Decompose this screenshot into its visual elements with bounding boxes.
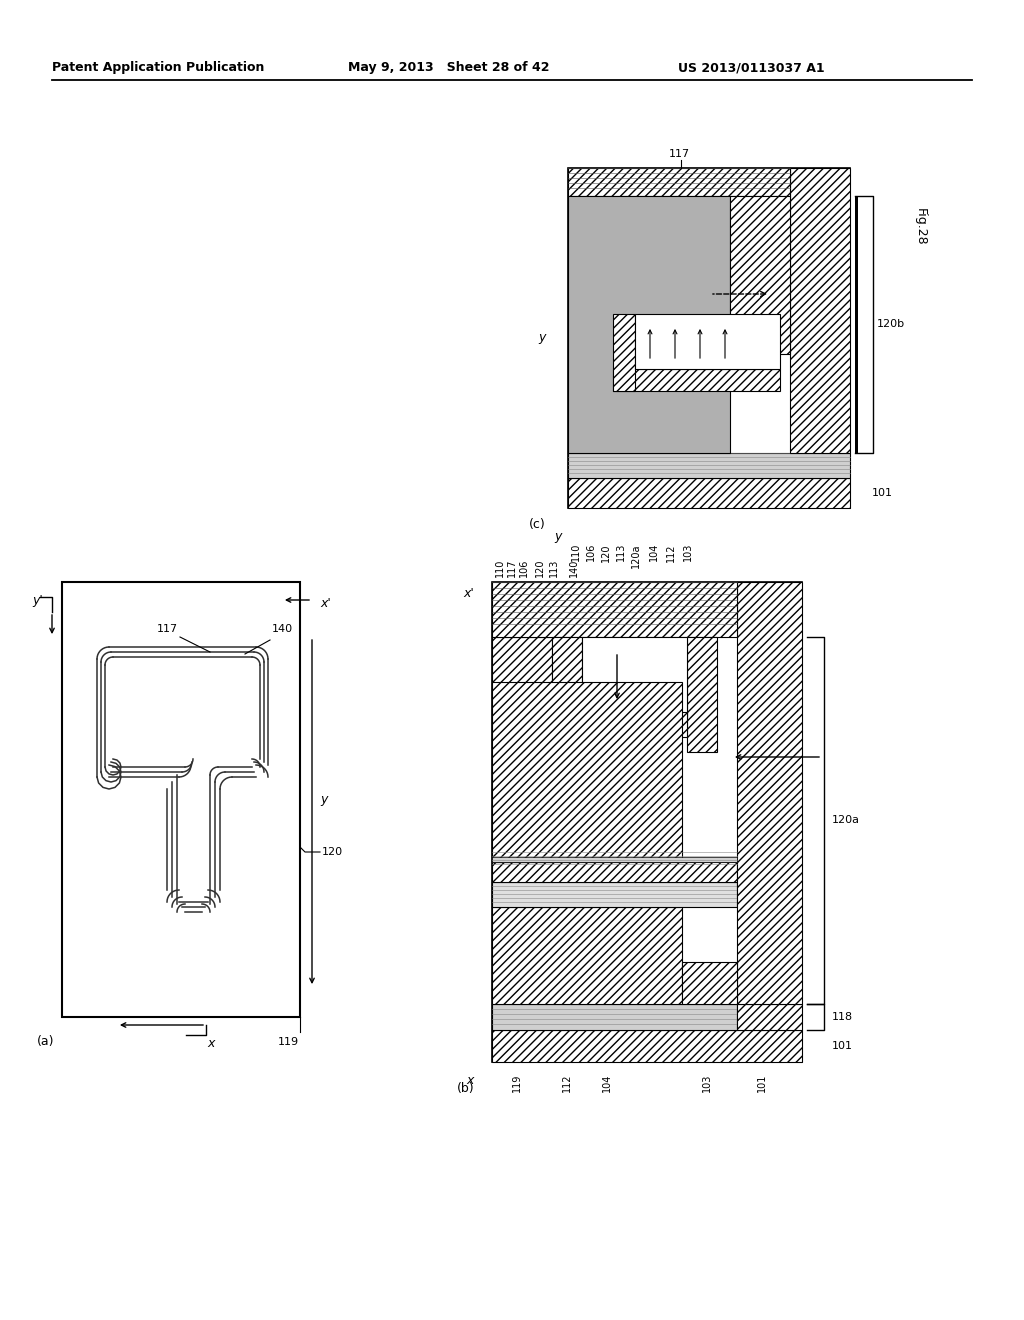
Bar [552, 638, 582, 752]
Bar [568, 195, 730, 453]
Bar [687, 638, 717, 752]
Text: y: y [554, 531, 562, 543]
Bar [492, 882, 737, 907]
Bar [730, 195, 790, 354]
Text: 112: 112 [666, 543, 676, 561]
Text: May 9, 2013   Sheet 28 of 42: May 9, 2013 Sheet 28 of 42 [348, 62, 550, 74]
Text: 140: 140 [271, 624, 293, 634]
Text: 119: 119 [512, 1074, 522, 1093]
Bar [790, 168, 850, 453]
Text: Patent Application Publication: Patent Application Publication [52, 62, 264, 74]
Text: y': y' [32, 594, 43, 607]
Bar [582, 711, 687, 737]
Bar [568, 453, 850, 478]
Text: Fig.28: Fig.28 [913, 209, 927, 246]
Bar [492, 857, 737, 862]
Text: 120a: 120a [831, 814, 860, 825]
Bar [492, 1005, 737, 1030]
Text: 103: 103 [683, 543, 693, 561]
Text: x': x' [319, 597, 331, 610]
Bar [492, 638, 552, 862]
Text: 117: 117 [669, 149, 689, 158]
Bar [682, 962, 737, 1005]
Bar [855, 195, 858, 453]
Text: 110: 110 [571, 543, 581, 561]
Text: 118: 118 [831, 1012, 853, 1022]
Bar [568, 478, 850, 508]
Text: 106: 106 [586, 543, 596, 561]
Bar [568, 168, 850, 508]
Bar [737, 582, 802, 1005]
Bar [737, 1005, 802, 1030]
Text: (b): (b) [457, 1082, 474, 1096]
Text: 103: 103 [702, 1074, 712, 1093]
Text: (a): (a) [37, 1035, 54, 1048]
Text: 120: 120 [535, 558, 545, 577]
Text: US 2013/0113037 A1: US 2013/0113037 A1 [678, 62, 824, 74]
Text: 101: 101 [872, 488, 893, 498]
Text: x: x [467, 1074, 474, 1086]
Text: 101: 101 [831, 1041, 853, 1051]
Text: 113: 113 [616, 543, 626, 561]
Bar [62, 582, 300, 1016]
Text: 104: 104 [602, 1074, 612, 1093]
Bar [492, 582, 737, 638]
Bar [568, 168, 790, 195]
Text: 140: 140 [569, 558, 579, 577]
Text: 117: 117 [157, 624, 177, 634]
Bar [613, 314, 635, 391]
Bar [492, 582, 802, 1063]
Text: 104: 104 [649, 543, 659, 561]
Text: 117: 117 [507, 558, 517, 577]
Text: 113: 113 [549, 558, 559, 577]
Text: x': x' [463, 587, 474, 601]
Text: 106: 106 [519, 558, 529, 577]
Bar [492, 862, 737, 882]
Text: y: y [319, 792, 328, 805]
Text: 120a: 120a [631, 543, 641, 568]
Text: y: y [539, 331, 546, 345]
Bar [582, 638, 687, 717]
Text: 119: 119 [278, 1038, 299, 1047]
Bar [635, 314, 780, 370]
Text: 112: 112 [562, 1074, 572, 1093]
Text: 120: 120 [322, 847, 343, 857]
Text: x: x [207, 1038, 215, 1049]
Text: (c): (c) [529, 517, 546, 531]
Bar [613, 370, 780, 391]
Bar [492, 907, 682, 1005]
Text: 120b: 120b [877, 319, 905, 329]
Bar [492, 682, 682, 862]
Text: 101: 101 [757, 1074, 767, 1093]
Bar [492, 1030, 802, 1063]
Text: 110: 110 [495, 558, 505, 577]
Text: 120: 120 [601, 543, 611, 561]
